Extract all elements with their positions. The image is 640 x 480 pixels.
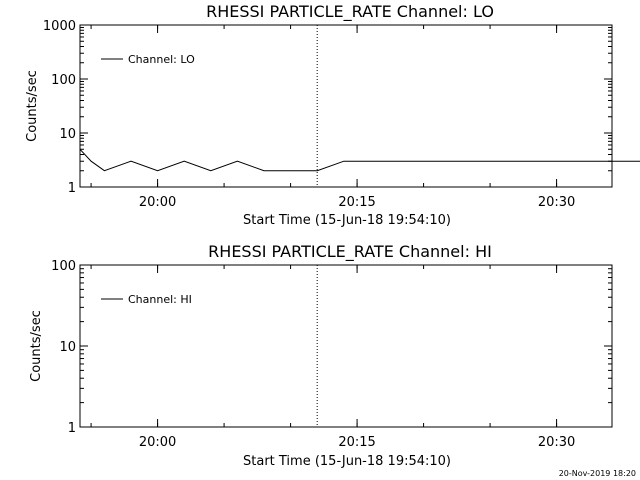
- panel-lo-title: RHESSI PARTICLE_RATE Channel: LO: [206, 2, 494, 22]
- panel-lo-x-tick-label: 20:30: [538, 195, 575, 210]
- panel-lo-ylabel: Counts/sec: [25, 70, 40, 142]
- panel-hi-y-tick-label: 1: [68, 421, 76, 436]
- panel-hi-title: RHESSI PARTICLE_RATE Channel: HI: [208, 242, 492, 262]
- panel-hi-legend: Channel: HI: [101, 293, 192, 306]
- panel-lo-y-tick-label: 1000: [43, 19, 76, 34]
- panel-lo-y-tick-label: 10: [59, 127, 76, 142]
- panel-lo-x-tick-label: 20:15: [338, 195, 375, 210]
- panel-lo-legend-label: Channel: LO: [128, 53, 195, 66]
- panel-hi-frame: [79, 264, 613, 428]
- panel-lo-series: [79, 148, 640, 172]
- panel-hi-reference-lines: SE: [316, 265, 318, 427]
- panel-lo-frame: [79, 24, 613, 188]
- panel-hi-x-tick-label: 20:30: [538, 435, 575, 450]
- panel-lo-y-tick-label: 100: [51, 73, 76, 88]
- timestamp-stamp: 20-Nov-2019 18:20: [559, 469, 636, 478]
- panel-lo-xlabel: Start Time (15-Jun-18 19:54:10): [243, 213, 451, 228]
- panel-lo-x-tick-label: 20:00: [139, 195, 176, 210]
- panel-hi-ylabel: Counts/sec: [29, 310, 44, 382]
- panel-lo-reference-lines: SE: [316, 25, 318, 187]
- panel-lo-y-axis: 1 10 100 1000: [43, 19, 612, 196]
- panel-hi-x-tick-label: 20:15: [338, 435, 375, 450]
- panel-hi-x-tick-label: 20:00: [139, 435, 176, 450]
- panel-hi-legend-label: Channel: HI: [128, 293, 192, 306]
- panel-lo: RHESSI PARTICLE_RATE Channel: LO Start T…: [25, 2, 640, 228]
- panel-hi-xlabel: Start Time (15-Jun-18 19:54:10): [243, 454, 451, 469]
- panel-hi-y-axis: 1 10 100: [51, 259, 612, 436]
- panel-lo-rate-line: [79, 148, 640, 172]
- panel-lo-legend: Channel: LO: [101, 53, 195, 66]
- panel-hi-y-tick-label: 10: [59, 340, 76, 355]
- panel-hi: RHESSI PARTICLE_RATE Channel: HI Start T…: [29, 242, 613, 469]
- panel-hi-y-tick-label: 100: [51, 259, 76, 274]
- panel-lo-y-tick-label: 1: [68, 181, 76, 196]
